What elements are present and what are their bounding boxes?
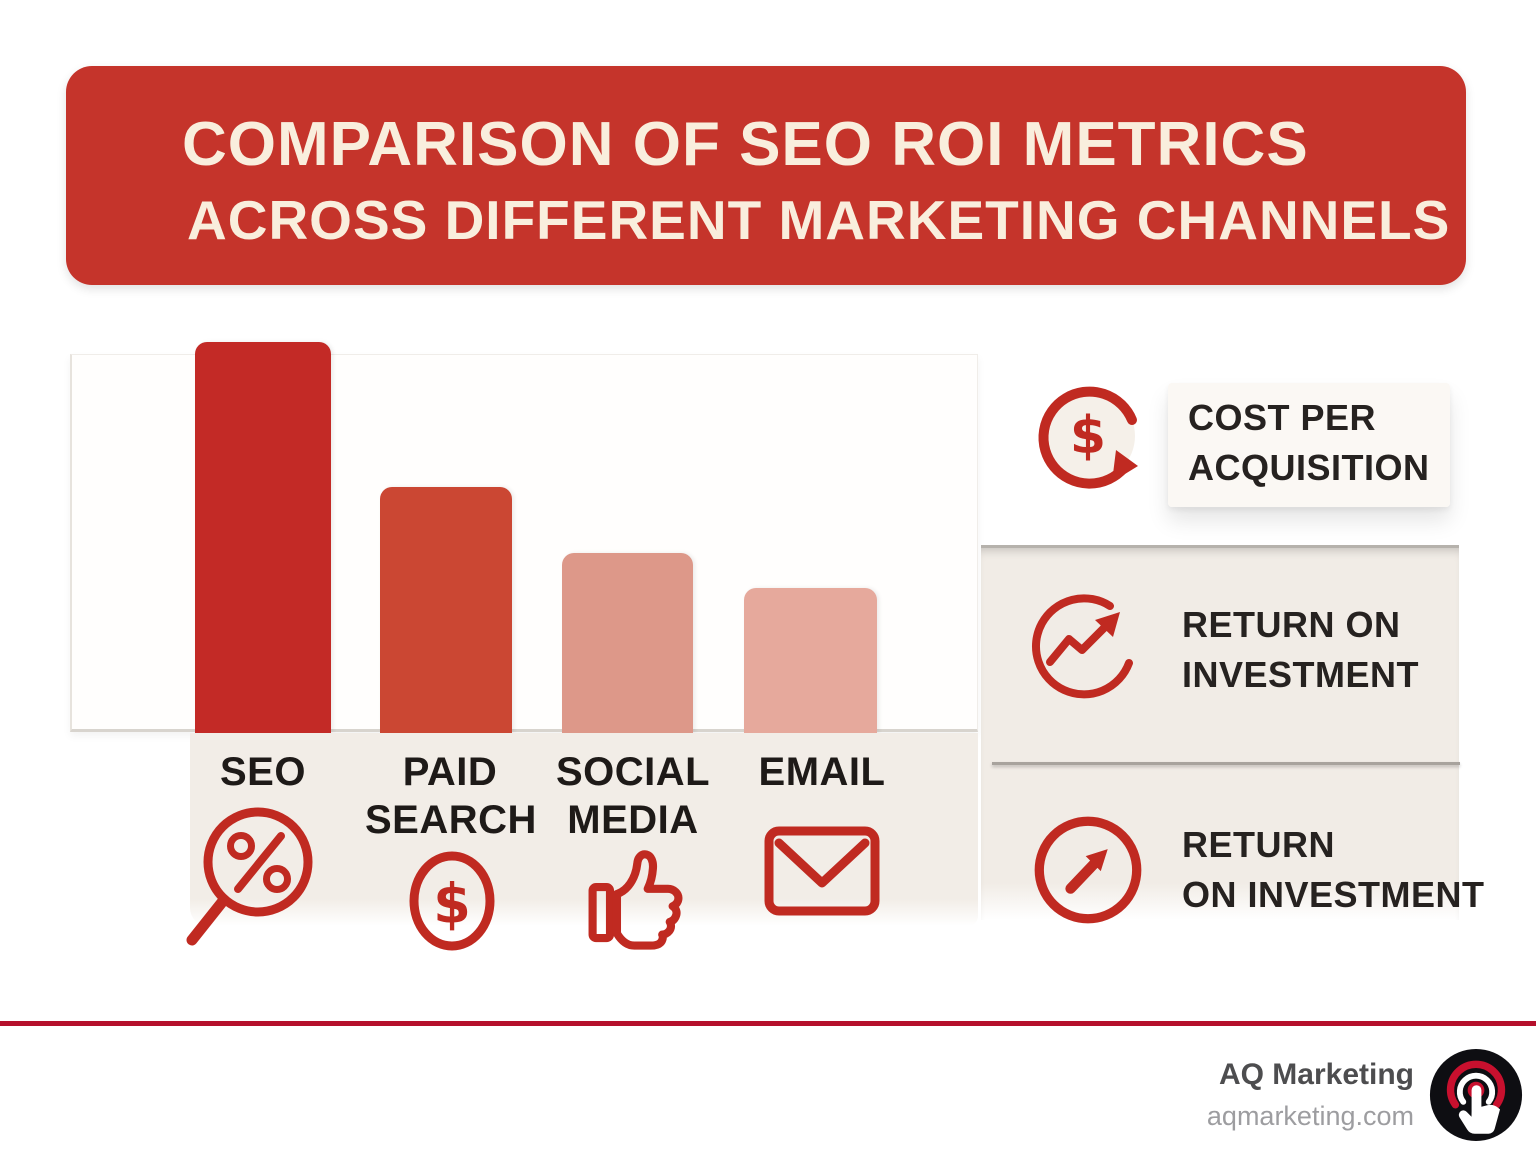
magnifier-percent-icon bbox=[186, 807, 313, 946]
legend-label-line: COST PER bbox=[1188, 397, 1377, 438]
legend-item-cost-per-acquisition: COST PER ACQUISITION bbox=[1168, 383, 1450, 507]
legend-label-line: RETURN bbox=[1182, 824, 1335, 865]
title-line-2: ACROSS DIFFERENT MARKETING CHANNELS bbox=[187, 189, 1451, 251]
legend-divider bbox=[992, 762, 1460, 765]
footer-divider-line bbox=[0, 1021, 1536, 1026]
legend-label-line: ACQUISITION bbox=[1188, 447, 1430, 488]
envelope-icon bbox=[764, 826, 880, 916]
legend-item-return-on-investment-1: RETURN ON INVESTMENT bbox=[1182, 600, 1419, 700]
svg-text:$: $ bbox=[1070, 406, 1106, 466]
brand-name: AQ Marketing bbox=[1218, 1058, 1414, 1091]
legend-label-line: INVESTMENT bbox=[1182, 654, 1420, 695]
svg-text:$: $ bbox=[433, 873, 471, 936]
bar-social-media bbox=[562, 553, 693, 733]
legend-item-return-on-investment-2: RETURN ON INVESTMENT bbox=[1182, 820, 1485, 920]
dollar-cycle-arrow-icon: $ bbox=[1038, 386, 1138, 489]
thumbs-up-icon bbox=[588, 850, 683, 950]
aq-marketing-logo bbox=[1429, 1048, 1523, 1142]
category-label-seo: SEO bbox=[220, 750, 306, 794]
category-label-email: EMAIL bbox=[758, 750, 886, 794]
title-line-1: COMPARISON OF SEO ROI METRICS bbox=[182, 110, 1309, 179]
arrow-up-right-circle-icon bbox=[1034, 816, 1142, 924]
brand-website: aqmarketing.com bbox=[1206, 1101, 1414, 1131]
title-banner: COMPARISON OF SEO ROI METRICS ACROSS DIF… bbox=[66, 66, 1466, 285]
bar-paid-search bbox=[380, 487, 512, 733]
footer-brand-block: AQ Marketing aqmarketing.com bbox=[1207, 1058, 1414, 1132]
category-label-paid-search: PAID SEARCH bbox=[365, 750, 537, 842]
bar-seo bbox=[195, 342, 331, 733]
growth-chart-circle-icon bbox=[1031, 594, 1133, 699]
bar-email bbox=[744, 588, 877, 733]
dollar-circle-icon: $ bbox=[409, 851, 495, 951]
legend-label-line: ON INVESTMENT bbox=[1182, 874, 1485, 915]
legend-label-line: RETURN ON bbox=[1182, 604, 1401, 645]
category-label-social-media: SOCIAL MEDIA bbox=[555, 750, 711, 842]
